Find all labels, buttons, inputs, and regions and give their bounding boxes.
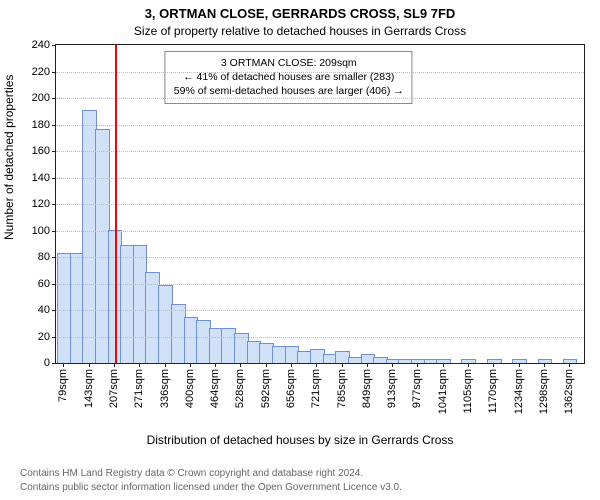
y-tick-label: 60 xyxy=(38,278,50,290)
x-tick-label: 528sqm xyxy=(234,369,246,408)
x-tick-label: 1041sqm xyxy=(437,369,449,414)
x-tick-mark xyxy=(519,363,520,367)
x-tick-label: 977sqm xyxy=(411,369,423,408)
gridline-h xyxy=(56,72,584,73)
x-tick-mark xyxy=(89,363,90,367)
x-tick-label: 913sqm xyxy=(386,369,398,408)
annotation-line-3: 59% of semi-detached houses are larger (… xyxy=(174,84,404,98)
y-tick-label: 200 xyxy=(32,92,50,104)
x-tick-label: 1170sqm xyxy=(487,369,499,413)
gridline-h xyxy=(56,151,584,152)
x-tick-label: 207sqm xyxy=(108,369,120,408)
x-tick-mark xyxy=(215,363,216,367)
x-tick-label: 336sqm xyxy=(159,369,171,408)
x-tick-label: 400sqm xyxy=(184,369,196,408)
x-tick-mark xyxy=(291,363,292,367)
x-tick-mark xyxy=(342,363,343,367)
x-tick-mark xyxy=(468,363,469,367)
x-tick-label: 1105sqm xyxy=(462,369,474,413)
y-tick-label: 220 xyxy=(32,66,50,78)
y-tick-mark xyxy=(52,98,56,99)
annotation-box: 3 ORTMAN CLOSE: 209sqm ← 41% of detached… xyxy=(165,51,413,104)
y-tick-label: 0 xyxy=(44,357,50,369)
y-tick-mark xyxy=(52,72,56,73)
gridline-h xyxy=(56,310,584,311)
x-tick-mark xyxy=(139,363,140,367)
chart-subtitle: Size of property relative to detached ho… xyxy=(0,24,600,38)
y-tick-mark xyxy=(52,284,56,285)
gridline-h xyxy=(56,337,584,338)
y-tick-mark xyxy=(52,125,56,126)
gridline-h xyxy=(56,257,584,258)
x-tick-mark xyxy=(266,363,267,367)
x-tick-mark xyxy=(367,363,368,367)
x-tick-label: 849sqm xyxy=(361,369,373,408)
x-tick-mark xyxy=(190,363,191,367)
x-tick-mark xyxy=(417,363,418,367)
y-tick-mark xyxy=(52,178,56,179)
y-tick-mark xyxy=(52,310,56,311)
chart-container: 3, ORTMAN CLOSE, GERRARDS CROSS, SL9 7FD… xyxy=(0,0,600,500)
histogram-bar xyxy=(538,359,553,363)
annotation-line-1: 3 ORTMAN CLOSE: 209sqm xyxy=(174,56,404,70)
x-tick-mark xyxy=(63,363,64,367)
histogram-bar xyxy=(487,359,502,363)
x-tick-mark xyxy=(114,363,115,367)
gridline-h xyxy=(56,284,584,285)
x-tick-label: 785sqm xyxy=(336,369,348,408)
y-tick-label: 140 xyxy=(32,172,50,184)
plot-area: 3 ORTMAN CLOSE: 209sqm ← 41% of detached… xyxy=(55,44,585,364)
y-tick-label: 160 xyxy=(32,145,50,157)
x-tick-mark xyxy=(392,363,393,367)
x-tick-label: 1362sqm xyxy=(563,369,575,414)
y-tick-mark xyxy=(52,204,56,205)
footer: Contains HM Land Registry data © Crown c… xyxy=(20,467,580,494)
y-tick-label: 180 xyxy=(32,119,50,131)
x-tick-mark xyxy=(443,363,444,367)
x-tick-label: 721sqm xyxy=(310,369,322,408)
y-tick-mark xyxy=(52,231,56,232)
x-tick-label: 464sqm xyxy=(209,369,221,408)
gridline-h xyxy=(56,204,584,205)
gridline-h xyxy=(56,231,584,232)
x-tick-label: 1234sqm xyxy=(513,369,525,414)
y-tick-mark xyxy=(52,363,56,364)
y-tick-label: 40 xyxy=(38,304,50,316)
y-tick-mark xyxy=(52,45,56,46)
x-tick-label: 143sqm xyxy=(83,369,95,408)
x-tick-mark xyxy=(493,363,494,367)
x-axis-label: Distribution of detached houses by size … xyxy=(0,433,600,447)
y-tick-mark xyxy=(52,257,56,258)
y-tick-mark xyxy=(52,151,56,152)
y-tick-label: 100 xyxy=(32,225,50,237)
gridline-h xyxy=(56,98,584,99)
footer-line-1: Contains HM Land Registry data © Crown c… xyxy=(20,467,580,481)
histogram-bar xyxy=(512,359,527,363)
x-tick-label: 1298sqm xyxy=(538,369,550,414)
y-tick-label: 120 xyxy=(32,198,50,210)
x-tick-label: 656sqm xyxy=(285,369,297,408)
x-tick-mark xyxy=(316,363,317,367)
x-tick-mark xyxy=(240,363,241,367)
gridline-h xyxy=(56,178,584,179)
y-axis-label: Number of detached properties xyxy=(2,75,16,240)
y-tick-mark xyxy=(52,337,56,338)
y-tick-label: 240 xyxy=(32,39,50,51)
x-tick-label: 592sqm xyxy=(260,369,272,408)
marker-line xyxy=(115,45,117,363)
histogram-bar xyxy=(563,359,578,363)
x-tick-mark xyxy=(165,363,166,367)
chart-title: 3, ORTMAN CLOSE, GERRARDS CROSS, SL9 7FD xyxy=(0,6,600,21)
x-tick-label: 271sqm xyxy=(133,369,145,408)
histogram-bar xyxy=(461,359,476,363)
y-tick-label: 80 xyxy=(38,251,50,263)
histogram-bar xyxy=(436,359,451,363)
x-tick-mark xyxy=(569,363,570,367)
y-tick-label: 20 xyxy=(38,331,50,343)
gridline-h xyxy=(56,125,584,126)
footer-line-2: Contains public sector information licen… xyxy=(20,481,580,495)
x-tick-label: 79sqm xyxy=(57,369,69,402)
x-tick-mark xyxy=(544,363,545,367)
